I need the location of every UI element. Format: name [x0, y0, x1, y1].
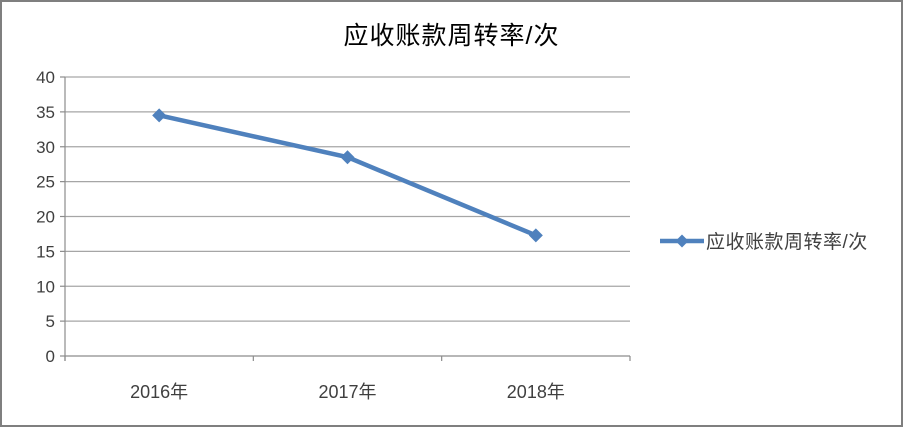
y-axis-tick-label: 30 — [36, 138, 55, 157]
legend: 应收账款周转率/次 — [659, 227, 868, 254]
y-axis-tick-label: 15 — [36, 242, 55, 261]
series-line — [156, 113, 539, 238]
chart-title: 应收账款周转率/次 — [343, 22, 560, 50]
x-axis-category-label: 2016年 — [130, 382, 188, 402]
x-axis-category-label: 2017年 — [318, 382, 376, 402]
y-axis-tick-label: 20 — [36, 208, 55, 227]
y-axis-tick-label: 0 — [46, 347, 55, 366]
y-axis-tick-label: 10 — [36, 277, 55, 296]
legend-line-marker-icon — [660, 234, 704, 247]
series-point-marker — [528, 228, 543, 243]
x-axis-category-label: 2018年 — [507, 382, 565, 402]
y-axis-tick-label: 40 — [36, 68, 55, 87]
legend-diamond-marker — [675, 234, 689, 247]
y-axis-tick-label: 35 — [36, 103, 55, 122]
series-point-marker — [152, 108, 167, 123]
y-axis-tick-label: 25 — [36, 173, 55, 192]
y-axis-tick-label: 5 — [46, 312, 55, 331]
legend-label: 应收账款周转率/次 — [706, 232, 868, 253]
series-point-marker — [340, 150, 355, 165]
